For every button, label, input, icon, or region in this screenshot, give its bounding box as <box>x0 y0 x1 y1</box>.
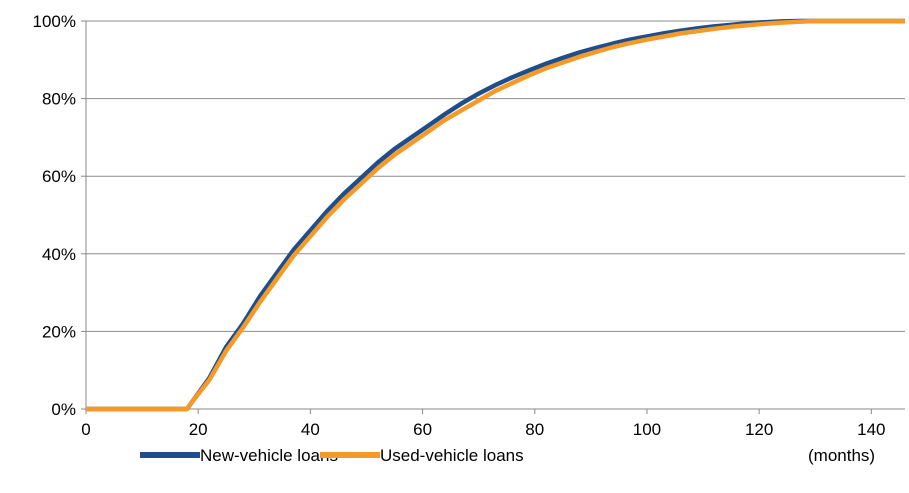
legend-label-0: New-vehicle loans <box>200 446 338 465</box>
y-tick-label-4: 80% <box>42 90 76 109</box>
x-tick-labels: 0 20 40 60 80 100 120 140 <box>81 420 885 439</box>
y-tick-label-3: 60% <box>42 167 76 186</box>
y-tick-labels: 0% 20% 40% 60% 80% 100% <box>33 12 76 419</box>
x-tick-label-4: 80 <box>525 420 544 439</box>
x-tick-label-5: 100 <box>633 420 661 439</box>
x-tick-label-0: 0 <box>81 420 90 439</box>
x-tick-label-6: 120 <box>745 420 773 439</box>
gridlines <box>86 20 905 332</box>
y-tick-label-2: 40% <box>42 245 76 264</box>
legend-label-1: Used-vehicle loans <box>380 446 524 465</box>
x-axis-label: (months) <box>808 446 875 465</box>
y-tick-label-0: 0% <box>51 400 76 419</box>
y-tick-label-5: 100% <box>33 12 76 31</box>
x-tick-label-7: 140 <box>857 420 885 439</box>
tick-marks <box>81 20 872 414</box>
x-tick-label-3: 60 <box>413 420 432 439</box>
series-line-used-vehicle-loans <box>86 18 905 412</box>
x-tick-label-2: 40 <box>301 420 320 439</box>
y-tick-label-1: 20% <box>42 322 76 341</box>
series-line-new-vehicle-loans <box>86 18 905 412</box>
legend: New-vehicle loans Used-vehicle loans <box>140 446 524 465</box>
series-lines <box>86 18 905 412</box>
x-tick-label-1: 20 <box>189 420 208 439</box>
